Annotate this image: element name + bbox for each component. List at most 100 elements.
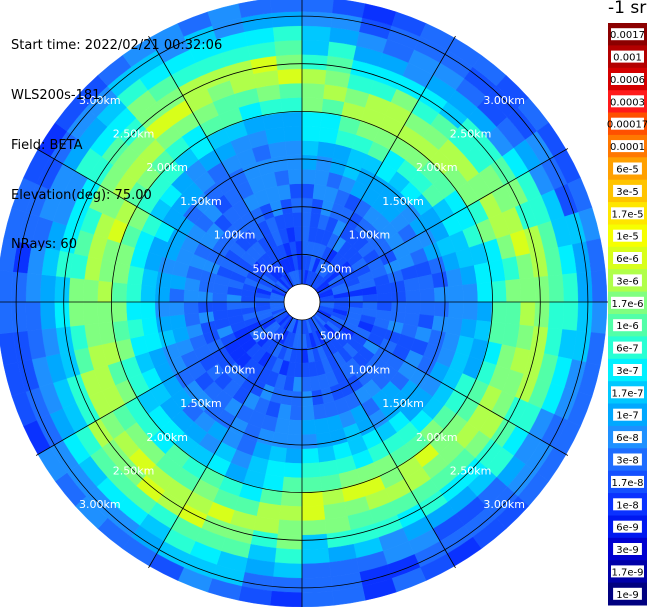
beta-cell <box>275 533 303 550</box>
beta-cell <box>281 111 303 128</box>
beta-cell <box>301 39 330 57</box>
beta-cell <box>270 0 303 14</box>
azimuth-spoke <box>317 148 569 294</box>
beta-cell <box>292 212 303 228</box>
colorbar-label: 1.7e-5 <box>611 209 643 220</box>
colorbar-label: 0.00017 <box>607 120 647 131</box>
beta-cell <box>197 290 213 303</box>
beta-cell <box>362 293 378 303</box>
colorbar-label: 1.7e-6 <box>611 299 643 310</box>
beta-cell <box>275 54 303 71</box>
beta-cell <box>301 576 333 593</box>
beta-cell <box>11 301 28 333</box>
beta-cell <box>54 275 71 303</box>
beta-cell <box>226 301 242 311</box>
beta-cell <box>274 169 290 187</box>
beta-cell <box>284 140 303 156</box>
colorbar-title: -1 sr <box>608 0 647 18</box>
colorbar-label-bg <box>613 364 642 376</box>
colorbar-label: 1e-9 <box>616 590 639 601</box>
beta-cell <box>268 445 287 463</box>
beta-cell <box>97 301 114 324</box>
beta-cell <box>301 68 327 85</box>
beta-cell <box>278 82 303 99</box>
colorbar-label: 0.0003 <box>610 97 645 108</box>
beta-cell <box>269 590 303 607</box>
beta-cell <box>197 301 213 314</box>
beta-cell <box>301 154 318 171</box>
beta-cell <box>283 462 303 479</box>
beta-cell <box>562 301 579 332</box>
range-ring-label: 500m <box>252 330 284 343</box>
beta-cell <box>301 140 320 156</box>
beta-cell <box>271 155 289 173</box>
beta-cell <box>265 126 286 145</box>
colorbar-label-bg <box>613 453 642 466</box>
colorbar-label: 6e-5 <box>616 165 639 176</box>
range-ring-label: 1.50km <box>382 397 424 410</box>
colorbar-label-bg <box>613 319 642 332</box>
range-ring-label: 1.00km <box>214 229 256 242</box>
colorbar-label: 1e-8 <box>616 500 639 511</box>
beta-cell <box>301 168 317 185</box>
colorbar-label-bg <box>613 252 642 264</box>
beta-cell <box>301 590 335 607</box>
beta-cell <box>25 301 42 332</box>
colorbar-label-bg <box>613 543 642 555</box>
colorbar-label-bg <box>613 162 642 175</box>
beta-cell <box>183 301 199 315</box>
beta-cell <box>301 433 318 450</box>
beta-cell <box>301 448 320 464</box>
beta-cell <box>125 283 142 303</box>
beta-cell <box>318 126 339 145</box>
beta-cell <box>301 476 323 493</box>
beta-cell <box>519 277 536 303</box>
range-ring-label: 2.00km <box>146 161 188 174</box>
beta-cell <box>274 39 303 57</box>
beta-cell <box>301 362 311 378</box>
colorbar-label: 0.001 <box>613 53 642 64</box>
beta-cell <box>293 226 303 242</box>
range-ring-label: 1.00km <box>349 363 391 376</box>
beta-cell <box>169 314 187 330</box>
range-ring-label: 2.00km <box>416 431 458 444</box>
beta-cell <box>301 547 330 565</box>
colorbar-label-bg <box>611 296 644 309</box>
beta-cell <box>289 183 303 199</box>
beta-cell <box>547 301 565 330</box>
colorbar-label: 1.7e-9 <box>611 567 643 578</box>
beta-cell <box>590 301 608 335</box>
colorbar-label: 3e-6 <box>616 276 639 287</box>
colorbar-label-bg <box>611 28 644 41</box>
beta-cell <box>314 417 330 435</box>
beta-cell <box>433 286 450 303</box>
beta-cell <box>287 419 303 436</box>
colorbar-label-bg <box>613 184 642 197</box>
range-ring-label: 2.50km <box>113 128 155 141</box>
beta-cell <box>405 289 421 303</box>
azimuth-spoke <box>148 35 294 287</box>
beta-cell <box>301 97 324 114</box>
beta-cell <box>11 271 28 303</box>
colorbar-label: 6e-9 <box>616 523 639 534</box>
beta-cell <box>155 315 173 333</box>
colorbar-label-bg <box>611 73 644 85</box>
beta-cell <box>301 562 332 579</box>
azimuth-spoke <box>148 317 294 569</box>
beta-cell <box>289 405 303 421</box>
beta-cell <box>277 68 303 85</box>
range-ring-label: 2.00km <box>146 431 188 444</box>
beta-cell <box>533 275 550 303</box>
colorbar-label: 6e-7 <box>616 344 639 355</box>
colorbar: 0.0017 0.001 0.0006 0.0003 0.00017 0.0001 6e-5… <box>607 23 647 606</box>
range-ring-label: 2.50km <box>450 465 492 478</box>
beta-cell <box>82 301 99 326</box>
site-name: WLS200s-181 <box>11 87 101 103</box>
beta-cell <box>301 0 334 14</box>
start-time: Start time: 2022/02/21 00:32:06 <box>11 38 223 54</box>
range-ring-label: 3.00km <box>79 94 121 107</box>
beta-cell <box>317 141 336 159</box>
beta-cell <box>277 519 303 536</box>
beta-cell <box>278 505 303 522</box>
